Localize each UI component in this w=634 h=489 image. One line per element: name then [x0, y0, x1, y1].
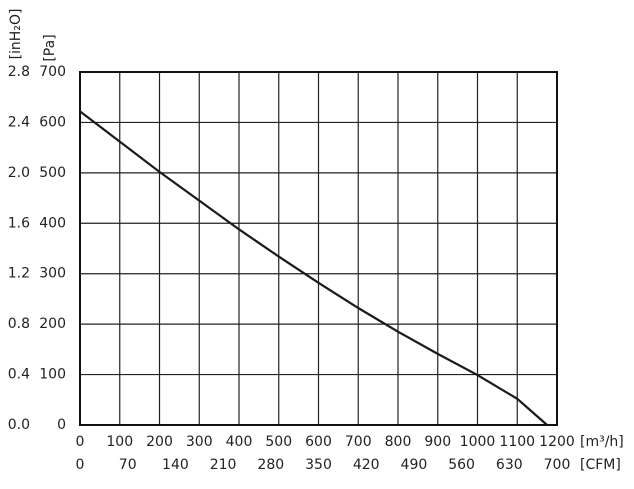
x-axis-label: [m³/h]	[580, 434, 624, 450]
x2-tick-label: 0	[76, 457, 85, 473]
x-tick-label: 900	[424, 434, 451, 450]
y2-tick-label: 0.4	[8, 367, 30, 383]
x-tick-label: 0	[76, 434, 85, 450]
x2-tick-label: 490	[401, 457, 428, 473]
y-axis-label: [Pa]	[42, 34, 58, 61]
x-tick-label: 200	[146, 434, 173, 450]
y2-tick-label: 2.8	[8, 64, 30, 80]
data-line	[79, 110, 548, 426]
x-tick-label: 1100	[499, 434, 535, 450]
y2-tick-label: 0.0	[8, 417, 30, 433]
y-tick-label: 700	[39, 64, 66, 80]
x-tick-label: 800	[385, 434, 412, 450]
x-tick-label: 100	[106, 434, 133, 450]
y-tick-label: 200	[39, 316, 66, 332]
y-tick-label: 100	[39, 367, 66, 383]
y2-tick-label: 0.8	[8, 316, 30, 332]
y-tick-label: 400	[39, 215, 66, 231]
y-tick-label: 600	[39, 114, 66, 130]
y2-axis-label: [inH₂O]	[8, 9, 24, 60]
x-tick-label: 300	[186, 434, 213, 450]
y-tick-label: 300	[39, 266, 66, 282]
x2-tick-label: 630	[496, 457, 523, 473]
y2-tick-label: 1.6	[8, 215, 30, 231]
x-tick-label: 1000	[460, 434, 496, 450]
plot-border	[79, 71, 558, 426]
x2-tick-label: 70	[119, 457, 137, 473]
y2-tick-label: 1.2	[8, 266, 30, 282]
y-tick-label: 500	[39, 165, 66, 181]
y-tick-label: 0	[57, 417, 66, 433]
x2-tick-label: 560	[448, 457, 475, 473]
x2-axis-label: [CFM]	[580, 457, 621, 473]
x-tick-label: 400	[226, 434, 253, 450]
x-tick-label: 700	[345, 434, 372, 450]
y2-tick-label: 2.4	[8, 114, 30, 130]
x2-tick-label: 420	[353, 457, 380, 473]
y2-tick-label: 2.0	[8, 165, 30, 181]
x2-tick-label: 350	[305, 457, 332, 473]
x2-tick-label: 700	[544, 457, 571, 473]
x-tick-label: 600	[305, 434, 332, 450]
x-tick-label: 1200	[539, 434, 575, 450]
x-tick-label: 500	[265, 434, 292, 450]
x2-tick-label: 280	[257, 457, 284, 473]
x2-tick-label: 140	[162, 457, 189, 473]
x2-tick-label: 210	[210, 457, 237, 473]
